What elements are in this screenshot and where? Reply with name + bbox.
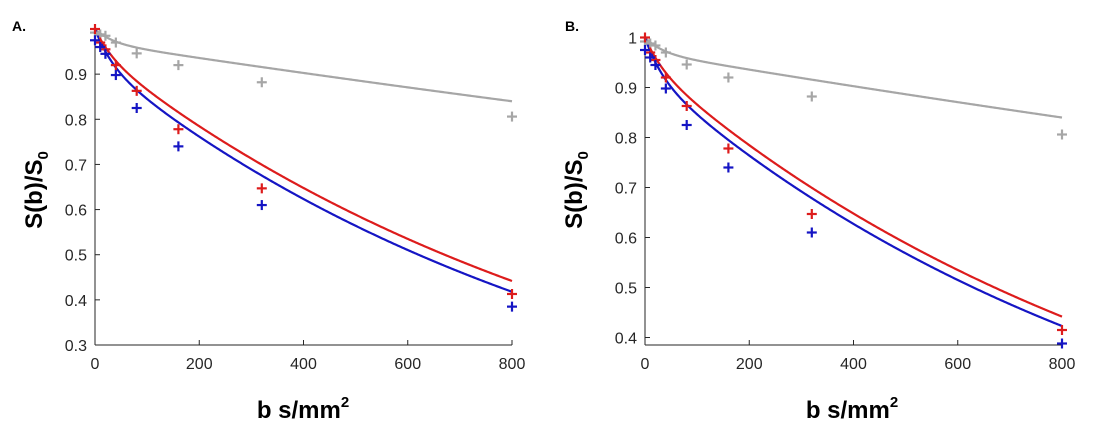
panel-b-y-label: S(b)/S0 — [561, 151, 592, 229]
panel-a-markers — [90, 24, 517, 312]
panel-b-x-tick-label: 600 — [944, 356, 971, 373]
panel-a-fit-curve-blue — [93, 28, 513, 293]
panel-a-marker-blue — [95, 42, 106, 53]
panel-b-marker-gray — [806, 91, 817, 102]
panel-a-marker-gray — [100, 30, 111, 41]
panel-b-fit-curves — [643, 36, 1063, 328]
panel-a-y-tick-label: 0.3 — [65, 338, 87, 355]
panel-b-marker-red — [806, 209, 817, 219]
panel-a-x-tick-label: 400 — [290, 356, 317, 373]
panel-a-marker-blue — [507, 301, 517, 312]
panel-b-y-tick-label: 0.5 — [615, 281, 637, 298]
panel-b-x-tick-label: 800 — [1049, 356, 1076, 373]
panel-b-x-tick-label: 200 — [736, 356, 763, 373]
panel-a-label: A. — [12, 18, 26, 34]
panel-b-x-label: b s/mm2 — [806, 394, 898, 424]
panel-b-marker-red — [640, 32, 650, 43]
panel-b-fit-curve-red — [643, 37, 1063, 318]
panel-b-marker-red — [681, 101, 692, 111]
panel-a-fit-curve-gray — [94, 28, 513, 103]
panel-b-marker-blue — [650, 60, 661, 70]
panel-b-x-ticks: 0 200 400 600 800 — [641, 340, 1076, 373]
panel-a-x-label-sup: 2 — [341, 394, 349, 411]
panel-a-x-tick-label: 200 — [186, 356, 213, 373]
panel-b-fit-curve-blue — [643, 37, 1063, 328]
panel-b-marker-blue — [645, 52, 656, 63]
panel-a-x-tick-label: 600 — [394, 356, 421, 373]
panel-a-marker-red — [507, 288, 517, 299]
panel-b-marker-gray — [660, 47, 671, 58]
panel-b-marker-red — [723, 143, 734, 154]
panel-a-fit-curves — [93, 28, 513, 293]
panel-a-marker-blue — [131, 103, 142, 113]
panel-a-y-label-main: S(b)/S — [21, 160, 48, 229]
panel-a-y-ticks: 0.3 0.4 0.5 0.6 0.7 0.8 0.9 — [65, 67, 100, 355]
panel-b-marker-blue — [1057, 338, 1067, 349]
panel-a-x-label: b s/mm2 — [257, 394, 349, 424]
panel-b-marker-gray — [1057, 129, 1067, 140]
panel-a-marker-red — [131, 85, 142, 96]
panel-b-y-ticks: 0.4 0.5 0.6 0.7 0.8 0.9 1 — [615, 31, 650, 348]
panel-b-x-label-sup: 2 — [890, 394, 898, 411]
panel-a: A. 0.3 0.4 0.5 0.6 0.7 0.8 0.9 0 200 400 600 800 S… — [12, 18, 525, 424]
panel-a-y-tick-label: 0.4 — [65, 293, 87, 310]
panel-b-marker-red — [660, 72, 671, 83]
panel-a-y-tick-label: 0.7 — [65, 157, 87, 174]
panel-a-marker-gray — [256, 77, 267, 88]
panel-b-fit-curve-gray — [644, 36, 1063, 119]
panel-b-marker-gray — [645, 38, 656, 49]
panel-b-marker-blue — [640, 45, 650, 55]
panel-a-marker-gray — [507, 111, 517, 122]
panel-b-y-tick-label: 0.8 — [615, 131, 637, 148]
panel-a-marker-blue — [256, 200, 267, 211]
panel-b-marker-red — [1057, 325, 1067, 335]
panel-a-marker-gray — [131, 48, 142, 59]
panel-a-y-tick-label: 0.5 — [65, 248, 87, 265]
panel-a-marker-blue — [110, 70, 121, 81]
panel-a-marker-blue — [100, 48, 111, 59]
panel-a-x-label-main: b s/mm — [257, 397, 341, 424]
panel-b-marker-gray — [723, 72, 734, 83]
panel-b-marker-gray — [681, 59, 692, 70]
panel-b-marker-blue — [806, 227, 817, 238]
panel-a-x-ticks: 0 200 400 600 800 — [91, 340, 526, 373]
panel-b-y-label-sub: 0 — [575, 151, 592, 159]
panel-a-x-tick-label: 800 — [499, 356, 526, 373]
panel-b-y-label-main: S(b)/S — [561, 160, 588, 229]
panel-b-label: B. — [565, 18, 579, 34]
panel-a-y-label: S(b)/S0 — [21, 151, 52, 229]
panel-a-y-tick-label: 0.6 — [65, 203, 87, 220]
panel-b-marker-blue — [723, 162, 734, 173]
panel-b-y-tick-label: 0.4 — [615, 331, 637, 348]
panel-b: B. 0.4 0.5 0.6 0.7 0.8 0.9 1 0 200 400 600 800 S(b… — [561, 18, 1075, 424]
panel-a-marker-red — [256, 183, 267, 194]
panel-b-y-tick-label: 0.6 — [615, 231, 637, 248]
panel-b-x-tick-label: 0 — [641, 356, 650, 373]
panel-b-marker-blue — [660, 83, 671, 94]
panel-a-marker-gray — [173, 60, 184, 71]
panel-a-marker-red — [173, 124, 184, 135]
panel-a-x-tick-label: 0 — [91, 356, 100, 373]
panel-b-y-tick-label: 0.7 — [615, 181, 637, 198]
panel-b-y-tick-label: 1 — [628, 31, 637, 48]
panel-b-x-label-main: b s/mm — [806, 397, 890, 424]
panel-a-marker-gray — [110, 37, 121, 48]
panel-a-marker-blue — [173, 141, 184, 152]
panel-a-marker-red — [110, 60, 121, 71]
panel-a-marker-red — [90, 24, 100, 34]
panel-a-y-tick-label: 0.8 — [65, 112, 87, 129]
panel-a-marker-blue — [90, 35, 100, 46]
panel-a-y-tick-label: 0.9 — [65, 67, 87, 84]
panel-b-x-tick-label: 400 — [840, 356, 867, 373]
panel-b-y-tick-label: 0.9 — [615, 81, 637, 98]
panel-b-marker-blue — [681, 120, 692, 130]
panel-a-fit-curve-red — [94, 28, 513, 283]
panel-b-markers — [640, 32, 1067, 349]
panel-b-marker-gray — [650, 40, 661, 51]
panel-a-y-label-sub: 0 — [35, 151, 52, 159]
